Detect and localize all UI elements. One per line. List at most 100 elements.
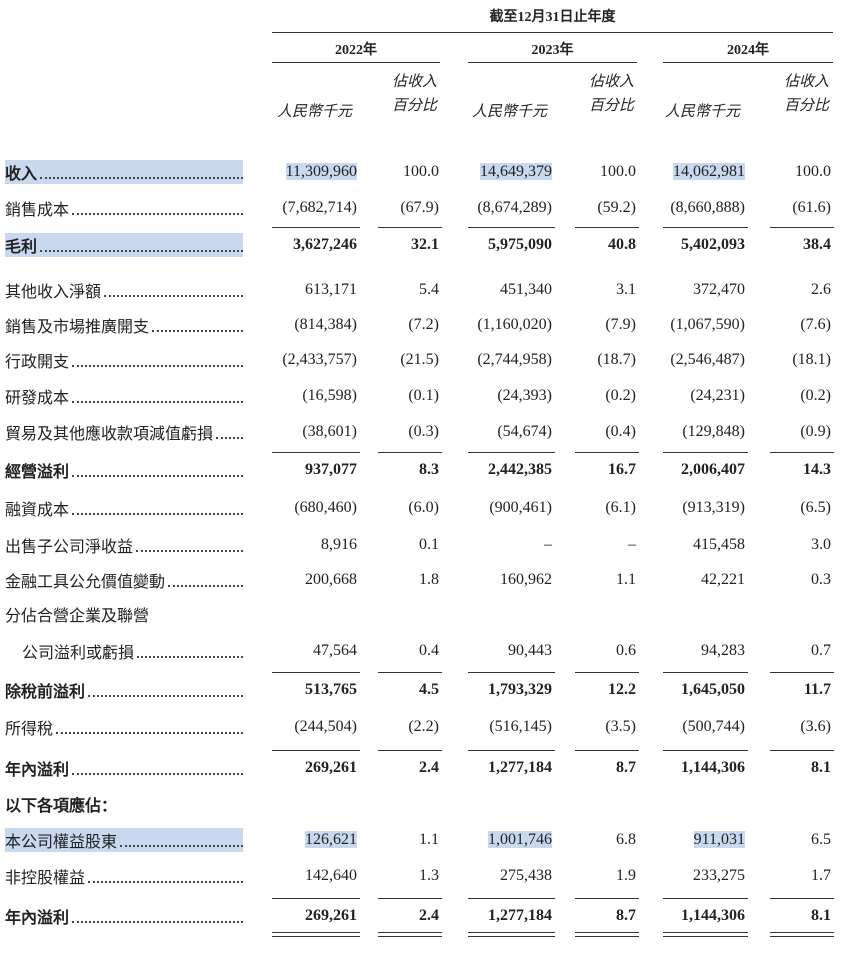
value-text: (6.0) (408, 499, 439, 516)
value-cell: (516,145) (468, 715, 552, 739)
value-text: 142,640 (305, 867, 357, 884)
rule (272, 898, 360, 899)
label-text: 研發成本 (5, 390, 70, 407)
leader (152, 330, 243, 332)
value-text: 3,627,246 (293, 236, 357, 253)
value-text: 2.6 (811, 281, 831, 298)
value-text: (2,433,757) (282, 351, 357, 368)
value-text: 38.4 (803, 236, 831, 253)
rule (272, 62, 440, 63)
unit-header: 人民幣千元 (664, 104, 740, 120)
value-text: (54,674) (497, 423, 552, 440)
value-text: 0.7 (811, 642, 831, 659)
value-cell: (913,319) (663, 496, 745, 520)
value-cell: 38.4 (770, 233, 831, 257)
value-cell: 3.1 (575, 278, 636, 302)
rule (378, 898, 442, 899)
value-cell: (6.5) (770, 496, 831, 520)
rule (468, 227, 555, 228)
label-text: 年內溢利 (5, 910, 70, 927)
value-text: 937,077 (305, 461, 357, 478)
value-cell: 275,438 (468, 864, 552, 888)
value-text: (129,848) (682, 423, 745, 440)
period-header: 截至12月31日止年度 (489, 10, 616, 25)
value-cell: (2,744,958) (468, 348, 552, 372)
value-text: 40.8 (608, 236, 636, 253)
rule (663, 227, 748, 228)
value-text: 100.0 (795, 163, 831, 180)
row-label: 銷售及市場推廣開支 (5, 313, 243, 337)
value-text: 4.5 (419, 681, 439, 698)
value-cell: (0.1) (378, 384, 439, 408)
rule (770, 227, 834, 228)
rule (575, 672, 639, 673)
value-text: 100.0 (403, 163, 439, 180)
value-cell: 911,031 (663, 828, 745, 852)
value-cell: (0.2) (575, 384, 636, 408)
value-cell: – (575, 533, 636, 557)
leader (168, 585, 243, 587)
value-text: (913,319) (682, 499, 745, 516)
value-text: 6.5 (811, 831, 831, 848)
label-text: 其他收入淨額 (5, 284, 102, 301)
label-text: 年內溢利 (5, 762, 70, 779)
leader (72, 475, 243, 477)
value-text: (59.2) (597, 199, 636, 216)
rule (272, 672, 360, 673)
value-text: 451,340 (500, 281, 552, 298)
unit-header: 人民幣千元 (276, 104, 352, 120)
percent-header: 佔收入百分比 (392, 74, 438, 114)
value-cell: 8.7 (575, 756, 636, 780)
rule (378, 750, 442, 751)
percent-header: 佔收入百分比 (784, 74, 830, 114)
rule (575, 750, 639, 751)
value-text: – (628, 536, 636, 553)
value-cell: 0.1 (378, 533, 439, 557)
leader (137, 656, 243, 658)
value-text: 1,001,746 (488, 831, 552, 848)
value-cell: 2.6 (770, 278, 831, 302)
value-text: 8.7 (616, 907, 636, 924)
rule (575, 932, 639, 933)
value-text: 1,645,050 (681, 681, 745, 698)
rule (770, 932, 834, 933)
value-cell: (6.1) (575, 496, 636, 520)
value-text: (1,160,020) (477, 316, 552, 333)
value-text: 1,144,306 (681, 759, 745, 776)
value-text: (61.6) (792, 199, 831, 216)
leader (216, 437, 243, 439)
value-cell: 142,640 (272, 864, 357, 888)
value-text: 2,006,407 (681, 461, 745, 478)
value-text: 90,443 (508, 642, 552, 659)
leader (72, 773, 243, 775)
value-text: (680,460) (294, 499, 357, 516)
value-text: – (544, 536, 552, 553)
value-text: 2,442,385 (488, 461, 552, 478)
rule (770, 672, 834, 673)
year-header: 2022年 (335, 43, 377, 58)
value-cell: 5,402,093 (663, 233, 745, 257)
rule (575, 227, 639, 228)
value-cell: (0.3) (378, 420, 439, 444)
value-text: (500,744) (682, 718, 745, 735)
value-text: (7.9) (605, 316, 636, 333)
row-label: 除稅前溢利 (5, 678, 243, 702)
label-text: 金融工具公允價值變動 (5, 574, 166, 591)
value-cell: 1.7 (770, 864, 831, 888)
value-text: (24,393) (497, 387, 552, 404)
label-text: 公司溢利或虧損 (22, 645, 135, 662)
rule (663, 936, 748, 937)
label-text: 銷售成本 (5, 202, 70, 219)
row-label: 收入 (5, 160, 243, 184)
value-cell: (18.7) (575, 348, 636, 372)
label-text: 出售子公司淨收益 (5, 539, 134, 556)
value-text: 5,975,090 (488, 236, 552, 253)
rule (663, 898, 748, 899)
value-text: 1,277,184 (488, 759, 552, 776)
value-cell: – (468, 533, 552, 557)
value-text: 0.4 (419, 642, 439, 659)
value-cell: 14.3 (770, 458, 831, 482)
value-cell: 1,277,184 (468, 904, 552, 928)
value-cell: (0.9) (770, 420, 831, 444)
